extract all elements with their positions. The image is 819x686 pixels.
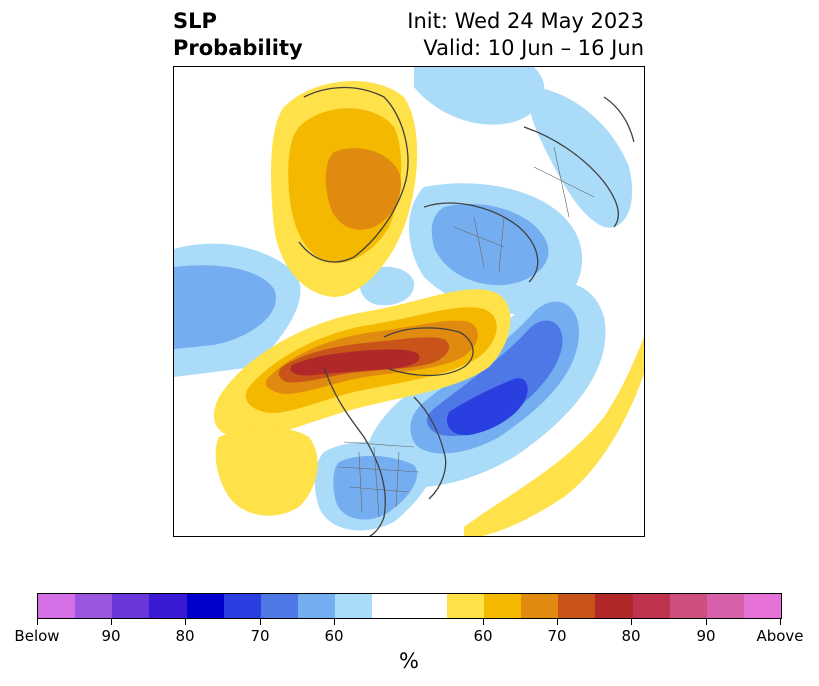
colorbar-tick-mark xyxy=(706,619,707,625)
colorbar-cell-7 xyxy=(298,594,336,618)
colorbar-cell-10 xyxy=(409,594,447,618)
valid-range: Valid: 10 Jun – 16 Jun xyxy=(423,36,644,60)
blue-region-west-pacific xyxy=(174,265,276,349)
colorbar-tick-label: Below xyxy=(14,627,60,645)
colorbar-cell-14 xyxy=(558,594,596,618)
colorbar-cell-17 xyxy=(669,594,707,618)
dark-orange-region-north-america xyxy=(325,148,402,230)
blue-region-europe-inner xyxy=(431,203,549,286)
colorbar-cell-8 xyxy=(335,594,373,618)
colorbar-cell-16 xyxy=(632,594,670,618)
colorbar-tick-label: 90 xyxy=(101,627,121,645)
colorbar-cell-6 xyxy=(260,594,299,618)
blue-region-atlantic-90 xyxy=(446,378,528,436)
map-svg xyxy=(174,67,644,536)
colorbar-tick-mark xyxy=(111,619,112,625)
colorbar-tick-mark xyxy=(334,619,335,625)
colorbar-tick-label: 70 xyxy=(547,627,567,645)
colorbar-tick-mark xyxy=(185,619,186,625)
country-borders xyxy=(338,146,595,518)
init-date: Init: Wed 24 May 2023 xyxy=(407,9,644,33)
colorbar xyxy=(37,593,782,619)
colorbar-cell-2 xyxy=(112,594,150,618)
colorbar-cell-5 xyxy=(223,594,261,618)
colorbar-tick-mark xyxy=(260,619,261,625)
colorbar-tick-label: 80 xyxy=(621,627,641,645)
colorbar-tick-label: 80 xyxy=(175,627,195,645)
colorbar-cell-0 xyxy=(38,594,76,618)
colorbar-tick-label: 70 xyxy=(250,627,270,645)
colorbar-cell-1 xyxy=(75,594,113,618)
coastlines xyxy=(298,86,635,536)
title-line-1: SLP xyxy=(173,9,217,33)
red-region-arctic-band xyxy=(290,349,420,376)
colorbar-cell-9 xyxy=(372,594,410,618)
blue-region-asia xyxy=(529,87,633,228)
blue-region-mid xyxy=(359,266,415,306)
above-normal-areas xyxy=(214,80,644,536)
colorbar-cell-13 xyxy=(521,594,559,618)
colorbar-cell-11 xyxy=(446,594,484,618)
title-line-2: Probability xyxy=(173,36,303,60)
colorbar-tick-label: 60 xyxy=(324,627,344,645)
colorbar-cell-19 xyxy=(743,594,782,618)
yellow-region-south-atlantic xyxy=(464,336,644,536)
colorbar-tick-mark xyxy=(37,619,38,625)
colorbar-tick-mark xyxy=(483,619,484,625)
colorbar-tick-mark xyxy=(780,619,781,625)
forecast-dates: Init: Wed 24 May 2023 Valid: 10 Jun – 16… xyxy=(407,8,644,62)
colorbar-tick-mark xyxy=(631,619,632,625)
below-normal-areas xyxy=(174,67,633,531)
chart-title: SLP Probability xyxy=(173,8,303,62)
yellow-region-pacific-south xyxy=(215,427,318,516)
blue-region-top xyxy=(414,67,545,125)
colorbar-tick-mark xyxy=(557,619,558,625)
colorbar-cell-12 xyxy=(483,594,522,618)
colorbar-cell-15 xyxy=(595,594,633,618)
colorbar-tick-label: Above xyxy=(756,627,804,645)
colorbar-cell-4 xyxy=(186,594,224,618)
colorbar-cell-3 xyxy=(149,594,187,618)
colorbar-tick-label: 60 xyxy=(473,627,493,645)
colorbar-cell-18 xyxy=(706,594,744,618)
colorbar-unit-label: % xyxy=(399,649,419,673)
probability-map xyxy=(173,66,645,537)
colorbar-tick-label: 90 xyxy=(696,627,716,645)
